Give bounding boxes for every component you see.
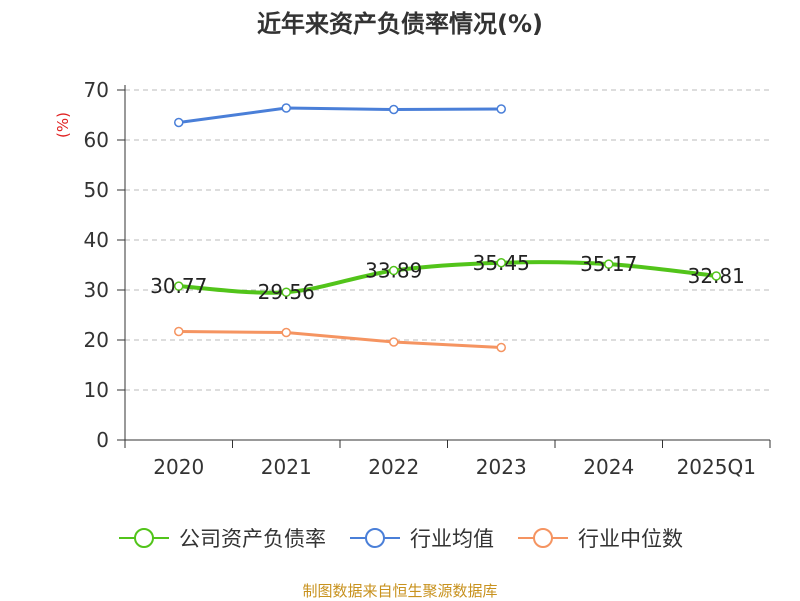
data-label: 30.77 <box>150 274 207 298</box>
series-line-2 <box>178 330 502 349</box>
legend-item[interactable]: 公司资产负债率 <box>117 523 326 553</box>
y-tick-label: 40 <box>84 228 109 252</box>
y-tick-label: 20 <box>84 328 109 352</box>
data-source-note: 制图数据来自恒生聚源数据库 <box>302 582 498 600</box>
data-point <box>389 104 399 115</box>
legend-item[interactable]: 行业均值 <box>348 523 494 553</box>
data-point <box>604 259 614 269</box>
y-tick-label: 30 <box>84 278 109 302</box>
data-point <box>496 258 506 268</box>
chart-legend: 公司资产负债率 行业均值 行业中位数 <box>0 520 800 556</box>
legend-swatch-icon <box>518 528 568 548</box>
data-point <box>281 103 291 113</box>
x-tick-label: 2021 <box>261 455 312 479</box>
y-tick-label: 10 <box>84 378 109 402</box>
y-tick-label: 0 <box>96 428 109 452</box>
legend-swatch-icon <box>350 528 400 548</box>
y-tick-label: 50 <box>84 178 109 202</box>
y-axis-label: (%) <box>54 112 72 138</box>
legend-label: 行业均值 <box>410 527 494 551</box>
legend-swatch-icon <box>119 528 169 548</box>
legend-label: 行业中位数 <box>578 527 683 551</box>
x-tick-label: 2020 <box>153 455 204 479</box>
legend-item[interactable]: 行业中位数 <box>516 523 683 553</box>
data-label: 29.56 <box>258 280 315 304</box>
data-label: 35.45 <box>473 251 530 275</box>
data-point <box>389 265 399 276</box>
data-point <box>389 337 399 347</box>
data-point <box>496 342 506 353</box>
y-tick-label: 70 <box>84 78 109 102</box>
data-label: 32.81 <box>688 264 745 288</box>
x-tick-label: 2023 <box>476 455 527 479</box>
data-label: 35.17 <box>580 252 637 276</box>
x-tick-label: 2022 <box>368 455 419 479</box>
data-point <box>174 117 184 128</box>
y-tick-label: 60 <box>84 128 109 152</box>
series-line-0 <box>178 260 717 295</box>
data-point <box>711 271 721 281</box>
chart-title: 近年来资产负债率情况(%) <box>257 10 543 38</box>
x-tick-label: 2025Q1 <box>677 455 756 479</box>
data-point <box>174 326 184 337</box>
data-point <box>174 281 184 291</box>
series-line-1 <box>178 106 502 124</box>
data-point <box>496 104 506 114</box>
legend-label: 公司资产负债率 <box>179 527 326 551</box>
data-point <box>281 287 291 297</box>
x-tick-label: 2024 <box>583 455 634 479</box>
data-label: 33.89 <box>365 259 422 283</box>
data-point <box>281 327 291 338</box>
